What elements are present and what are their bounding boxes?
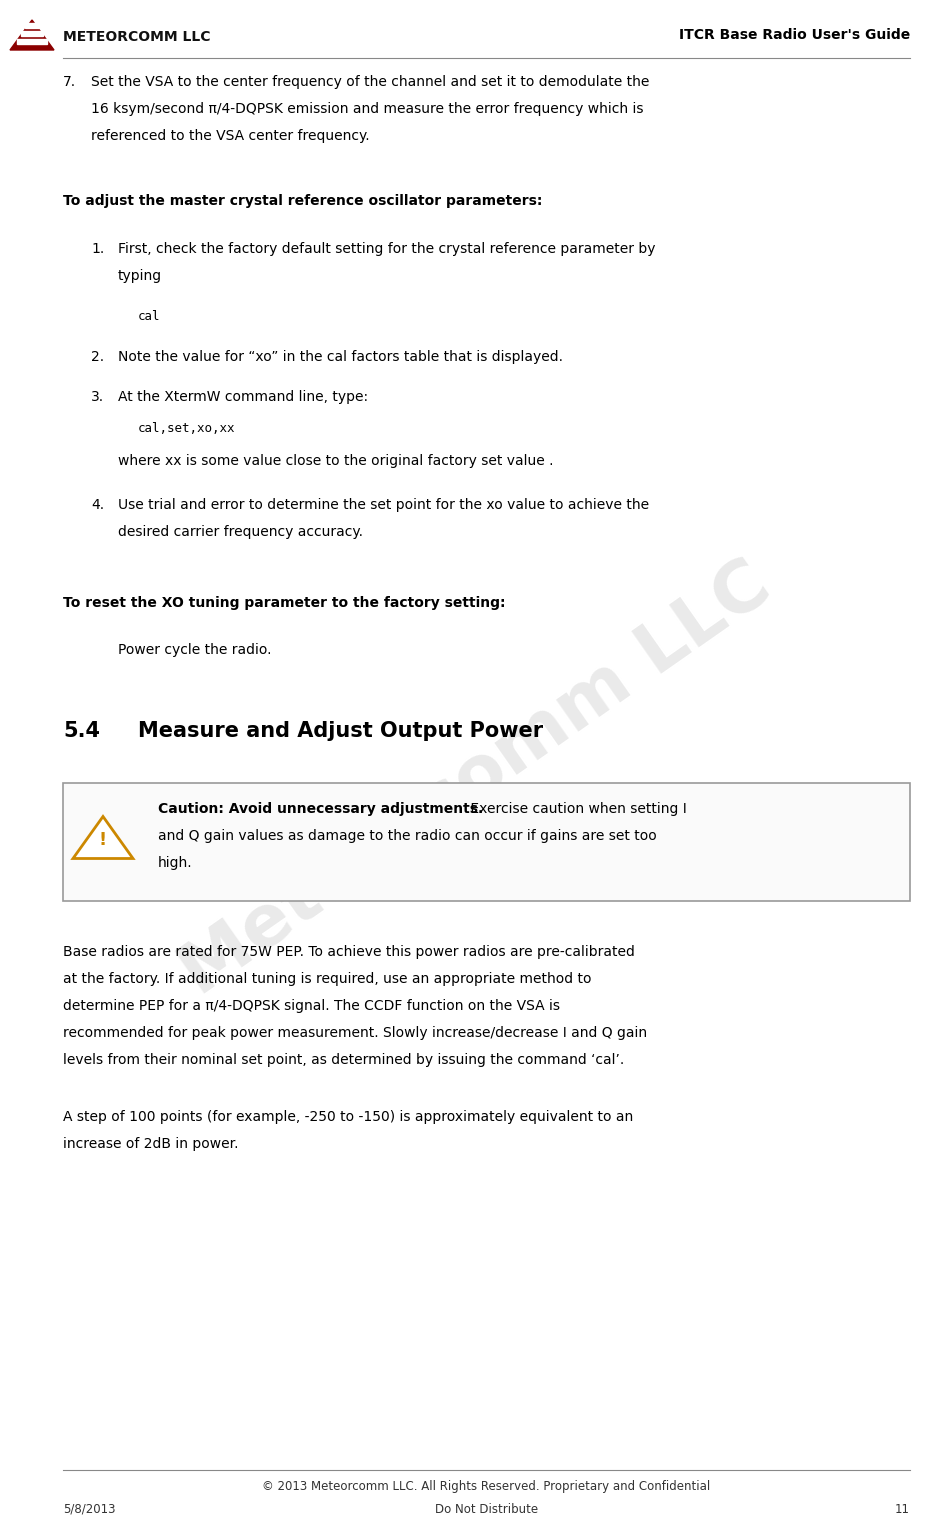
Text: Caution: Avoid unnecessary adjustments.: Caution: Avoid unnecessary adjustments. — [158, 802, 483, 815]
Text: cal: cal — [138, 311, 160, 323]
Text: 16 ksym/second π/4-DQPSK emission and measure the error frequency which is: 16 ksym/second π/4-DQPSK emission and me… — [90, 103, 643, 116]
Text: To reset the XO tuning parameter to the factory setting:: To reset the XO tuning parameter to the … — [63, 597, 505, 610]
Text: 7.: 7. — [63, 75, 76, 89]
Text: 2.: 2. — [90, 350, 104, 364]
Text: Meteorcomm LLC: Meteorcomm LLC — [169, 551, 783, 1010]
Text: referenced to the VSA center frequency.: referenced to the VSA center frequency. — [90, 129, 369, 142]
Text: 4.: 4. — [90, 497, 104, 513]
Text: 1.: 1. — [90, 242, 104, 256]
Text: desired carrier frequency accuracy.: desired carrier frequency accuracy. — [118, 525, 363, 539]
Text: recommended for peak power measurement. Slowly increase/decrease I and Q gain: recommended for peak power measurement. … — [63, 1027, 646, 1040]
Text: !: ! — [99, 831, 107, 849]
Text: ITCR Base Radio User's Guide: ITCR Base Radio User's Guide — [678, 28, 909, 41]
FancyBboxPatch shape — [63, 783, 909, 901]
Text: 5/8/2013: 5/8/2013 — [63, 1502, 115, 1516]
Text: high.: high. — [158, 855, 192, 871]
Text: 5.4: 5.4 — [63, 721, 100, 741]
Text: 11: 11 — [894, 1502, 909, 1516]
Text: Exercise caution when setting I: Exercise caution when setting I — [466, 802, 686, 815]
Text: First, check the factory default setting for the crystal reference parameter by: First, check the factory default setting… — [118, 242, 655, 256]
Text: Use trial and error to determine the set point for the xo value to achieve the: Use trial and error to determine the set… — [118, 497, 648, 513]
Polygon shape — [26, 23, 39, 28]
Text: Note the value for “xo” in the cal factors table that is displayed.: Note the value for “xo” in the cal facto… — [118, 350, 563, 364]
Text: and Q gain values as damage to the radio can occur if gains are set too: and Q gain values as damage to the radio… — [158, 829, 656, 843]
Text: increase of 2dB in power.: increase of 2dB in power. — [63, 1137, 238, 1151]
Text: Base radios are rated for 75W PEP. To achieve this power radios are pre-calibrat: Base radios are rated for 75W PEP. To ac… — [63, 946, 634, 959]
Text: where xx is some value close to the original factory set value .: where xx is some value close to the orig… — [118, 454, 553, 468]
Text: Set the VSA to the center frequency of the channel and set it to demodulate the: Set the VSA to the center frequency of t… — [90, 75, 648, 89]
Polygon shape — [73, 817, 133, 858]
Text: 3.: 3. — [90, 390, 104, 404]
Text: METEORCOMM LLC: METEORCOMM LLC — [63, 31, 210, 44]
Text: typing: typing — [118, 269, 162, 283]
Text: At the XtermW command line, type:: At the XtermW command line, type: — [118, 390, 367, 404]
Text: Power cycle the radio.: Power cycle the radio. — [118, 643, 271, 656]
Text: determine PEP for a π/4-DQPSK signal. The CCDF function on the VSA is: determine PEP for a π/4-DQPSK signal. Th… — [63, 999, 560, 1013]
Text: Do Not Distribute: Do Not Distribute — [434, 1502, 538, 1516]
Text: at the factory. If additional tuning is required, use an appropriate method to: at the factory. If additional tuning is … — [63, 972, 591, 985]
Text: cal,set,xo,xx: cal,set,xo,xx — [138, 422, 235, 435]
Text: Measure and Adjust Output Power: Measure and Adjust Output Power — [138, 721, 543, 741]
Polygon shape — [21, 31, 43, 37]
Polygon shape — [16, 38, 48, 44]
Text: levels from their nominal set point, as determined by issuing the command ‘cal’.: levels from their nominal set point, as … — [63, 1053, 624, 1066]
Text: To adjust the master crystal reference oscillator parameters:: To adjust the master crystal reference o… — [63, 194, 542, 208]
Text: © 2013 Meteorcomm LLC. All Rights Reserved. Proprietary and Confidential: © 2013 Meteorcomm LLC. All Rights Reserv… — [262, 1480, 710, 1493]
Text: A step of 100 points (for example, -250 to -150) is approximately equivalent to : A step of 100 points (for example, -250 … — [63, 1109, 632, 1125]
Polygon shape — [10, 20, 54, 50]
